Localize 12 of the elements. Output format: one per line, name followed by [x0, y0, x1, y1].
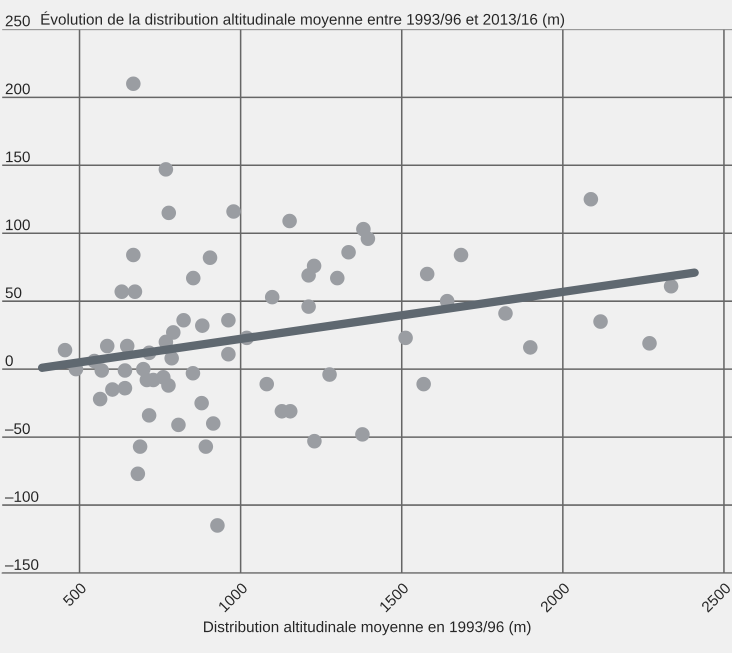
y-tick-label: 250: [6, 16, 30, 26]
y-tick-label: 200: [6, 84, 30, 94]
x-axis-title: Distribution altitudinale moyenne en 1993/96 (m): [204, 620, 530, 636]
y-tick-label: –100: [4, 491, 38, 502]
y-tick-label: –50: [4, 423, 30, 434]
y-tick-label: 50: [6, 287, 22, 298]
chart-title: Évolution de la distribution altitudinale moyenne entre 1993/96 et 2013/16 (m): [41, 11, 564, 28]
y-tick-label: 0: [6, 355, 13, 366]
y-tick-label: –150: [4, 559, 38, 570]
x-tick-label: 500: [62, 582, 88, 607]
y-tick-label: 150: [6, 151, 30, 162]
y-tick-label: 100: [6, 219, 30, 230]
